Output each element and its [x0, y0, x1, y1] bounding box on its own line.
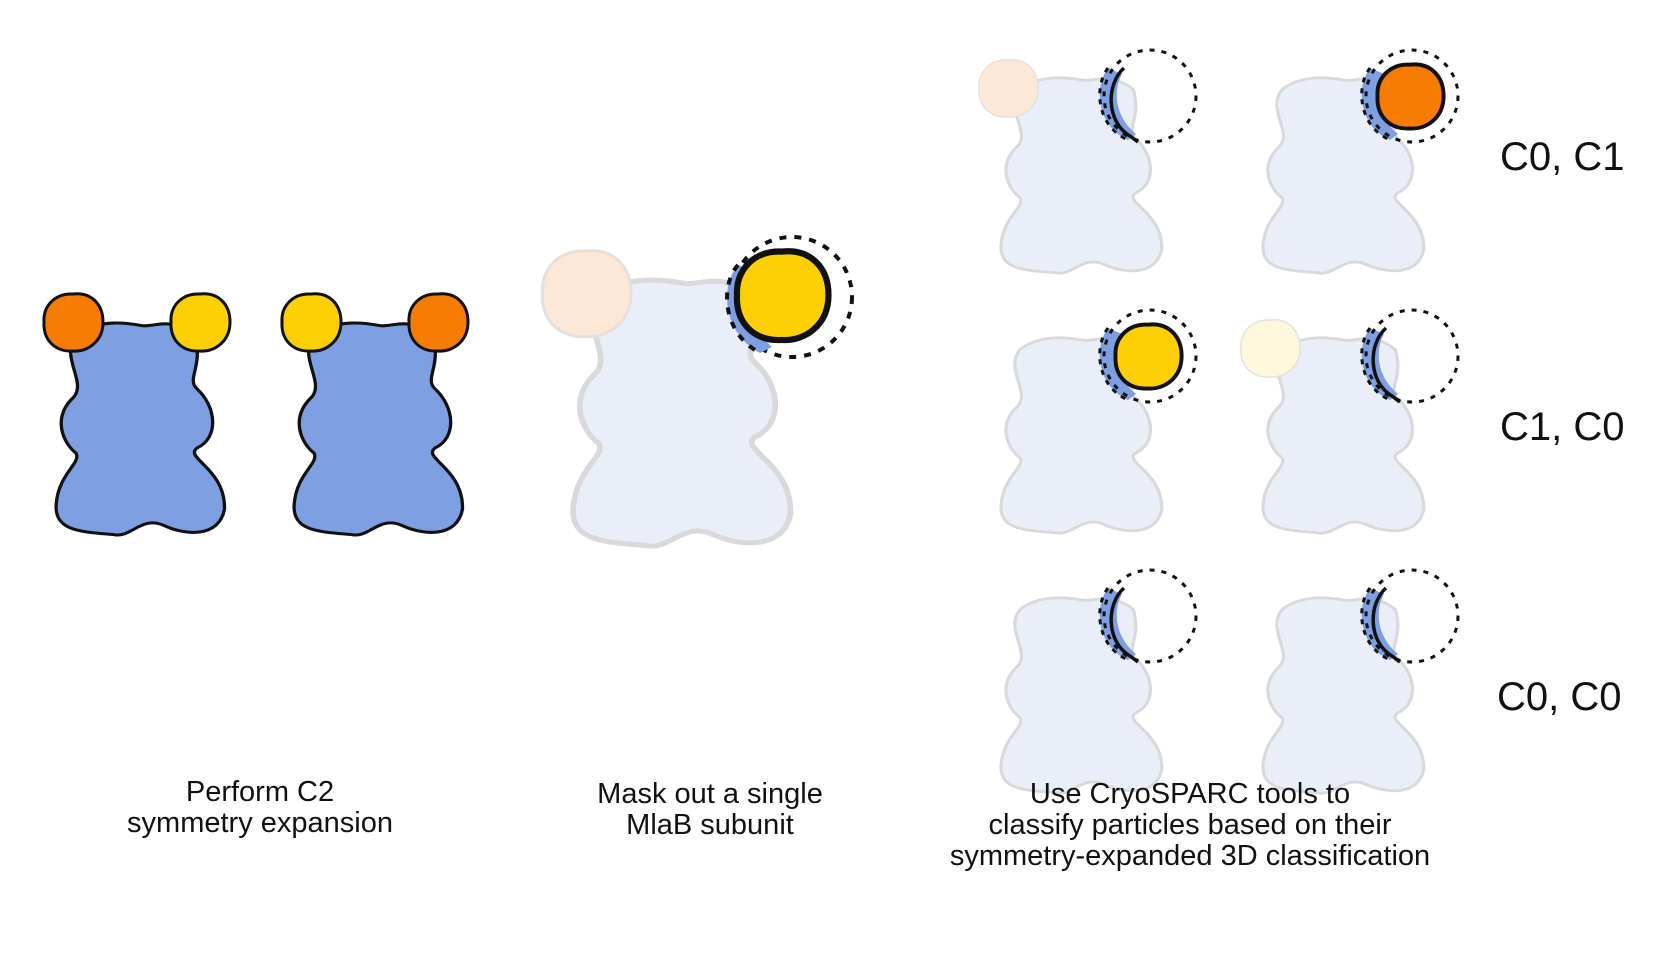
step-3-caption: Use CryoSPARC tools to classify particle…: [930, 779, 1450, 872]
step-1-caption: Perform C2 symmetry expansion: [90, 777, 430, 839]
c2-particle-right: [280, 292, 470, 537]
class-particle-1-right: [1261, 48, 1460, 275]
step-3-line-3: symmetry-expanded 3D classification: [949, 840, 1431, 872]
step-1-line-1: Perform C2: [185, 776, 335, 808]
class-particle-2-left: [999, 308, 1198, 535]
class-particle-1-left: [978, 48, 1198, 275]
row-label-3: C0, C0: [1497, 675, 1622, 719]
step-3-line-2: classify particles based on their: [988, 809, 1392, 841]
c2-particle-left: [42, 292, 232, 537]
row-label-2: C1, C0: [1500, 405, 1625, 449]
row-label-1: C0, C1: [1500, 135, 1625, 179]
classification-grid: [978, 48, 1460, 795]
step-1-line-2: symmetry expansion: [127, 807, 393, 839]
step-3-line-1: Use CryoSPARC tools to: [1029, 778, 1351, 810]
step-2-caption: Mask out a single MlaB subunit: [540, 779, 880, 841]
step-2-line-1: Mask out a single: [597, 778, 823, 810]
masked-particle: [540, 235, 854, 546]
step-2-line-2: MlaB subunit: [626, 809, 794, 841]
class-particle-3-right: [1261, 568, 1460, 795]
class-particle-2-right: [1240, 308, 1460, 535]
class-particle-3-left: [999, 568, 1198, 795]
